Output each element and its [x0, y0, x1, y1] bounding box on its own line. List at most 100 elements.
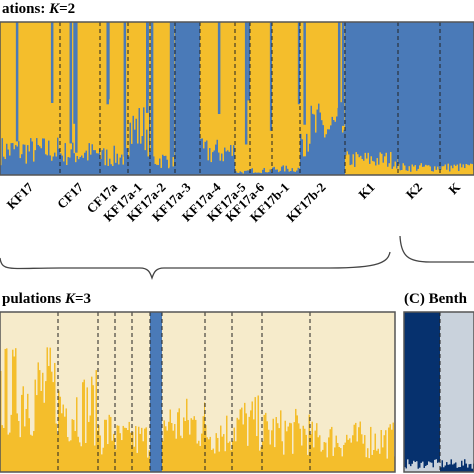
individual-bar — [446, 462, 448, 472]
individual-bar — [148, 450, 150, 472]
individual-bar — [106, 149, 108, 175]
individual-bar — [74, 431, 76, 472]
individual-bar — [119, 157, 121, 175]
individual-bar — [468, 464, 470, 472]
individual-bar — [360, 155, 362, 175]
tick-label-K: K — [445, 179, 463, 197]
individual-bar — [307, 454, 309, 472]
individual-bar — [268, 429, 270, 472]
individual-bar — [67, 437, 69, 472]
individual-bar — [248, 170, 250, 175]
individual-bar — [199, 445, 201, 472]
individual-bar — [162, 440, 164, 472]
individual-bar — [201, 138, 203, 175]
individual-bar — [414, 462, 416, 472]
individual-bar — [135, 426, 137, 472]
individual-bar — [224, 147, 226, 175]
individual-bar — [134, 129, 136, 175]
individual-bar — [163, 156, 165, 175]
individual-bar — [62, 404, 64, 472]
individual-bar — [325, 134, 327, 175]
individual-bar — [82, 382, 84, 472]
panel-b-bars — [0, 311, 396, 473]
individual-bar — [43, 402, 45, 472]
cluster-block-KF17a-6 — [250, 22, 272, 175]
individual-bar — [162, 154, 164, 175]
panel-c-bars — [403, 311, 474, 473]
individual-bar — [6, 143, 8, 175]
individual-bar — [169, 409, 171, 472]
individual-bar — [116, 153, 118, 175]
individual-bar — [262, 441, 264, 472]
individual-bar — [51, 160, 53, 175]
individual-bar — [364, 152, 366, 175]
panel-c-title: (C) Benth — [404, 291, 468, 307]
individual-bar — [206, 437, 208, 472]
individual-bar — [456, 164, 458, 175]
individual-bar — [10, 143, 12, 175]
individual-bar — [310, 105, 312, 175]
individual-bar — [229, 441, 231, 472]
individual-bar — [408, 464, 410, 472]
individual-bar — [86, 387, 88, 472]
individual-bar — [450, 165, 452, 175]
individual-bar — [365, 457, 367, 472]
individual-bar — [216, 139, 218, 175]
individual-bar — [247, 445, 249, 472]
individual-bar — [28, 418, 30, 472]
individual-bar — [195, 419, 197, 472]
individual-bar — [19, 158, 21, 175]
individual-bar — [348, 154, 350, 175]
individual-bar — [132, 115, 134, 175]
individual-bar — [228, 151, 230, 175]
individual-bar — [163, 420, 165, 472]
panel-a-bars — [0, 21, 474, 176]
individual-bar — [260, 446, 262, 472]
admixed-individual-bar — [73, 22, 76, 124]
individual-bar — [431, 462, 433, 472]
individual-bar — [52, 382, 54, 472]
individual-bar — [347, 439, 349, 472]
individual-bar — [208, 439, 210, 472]
individual-bar — [317, 437, 319, 472]
individual-bar — [7, 434, 9, 472]
individual-bar — [230, 450, 232, 472]
individual-bar — [109, 158, 111, 175]
individual-bar — [334, 121, 336, 175]
individual-bar — [281, 166, 283, 175]
individual-bar — [429, 462, 431, 472]
individual-bar — [70, 440, 72, 472]
individual-bar — [124, 147, 126, 175]
individual-bar — [367, 448, 369, 472]
individual-bar — [464, 459, 466, 472]
individual-bar — [401, 169, 403, 175]
individual-bar — [25, 163, 27, 175]
individual-bar — [222, 161, 224, 175]
individual-bar — [471, 468, 473, 472]
individual-bar — [143, 107, 145, 175]
individual-bar — [103, 148, 105, 175]
individual-bar — [285, 165, 287, 175]
individual-bar — [468, 165, 470, 175]
individual-bar — [337, 442, 339, 472]
individual-bar — [298, 423, 300, 472]
individual-bar — [277, 423, 279, 472]
individual-bar — [81, 155, 83, 175]
individual-bar — [79, 442, 81, 472]
individual-bar — [113, 433, 115, 472]
admixed-individual-bar — [69, 22, 73, 144]
individual-bar — [453, 164, 455, 175]
individual-bar — [219, 160, 221, 175]
individual-bar — [177, 412, 179, 472]
individual-bar — [235, 441, 237, 472]
individual-bar — [34, 150, 36, 175]
individual-bar — [467, 164, 469, 175]
individual-bar — [367, 152, 369, 175]
individual-bar — [341, 456, 343, 472]
individual-bar — [470, 163, 472, 175]
individual-bar — [40, 390, 42, 472]
benthic-group-brace — [399, 235, 474, 263]
individual-bar — [434, 459, 436, 472]
admixed-individual-bar — [269, 22, 273, 131]
individual-bar — [413, 460, 415, 472]
